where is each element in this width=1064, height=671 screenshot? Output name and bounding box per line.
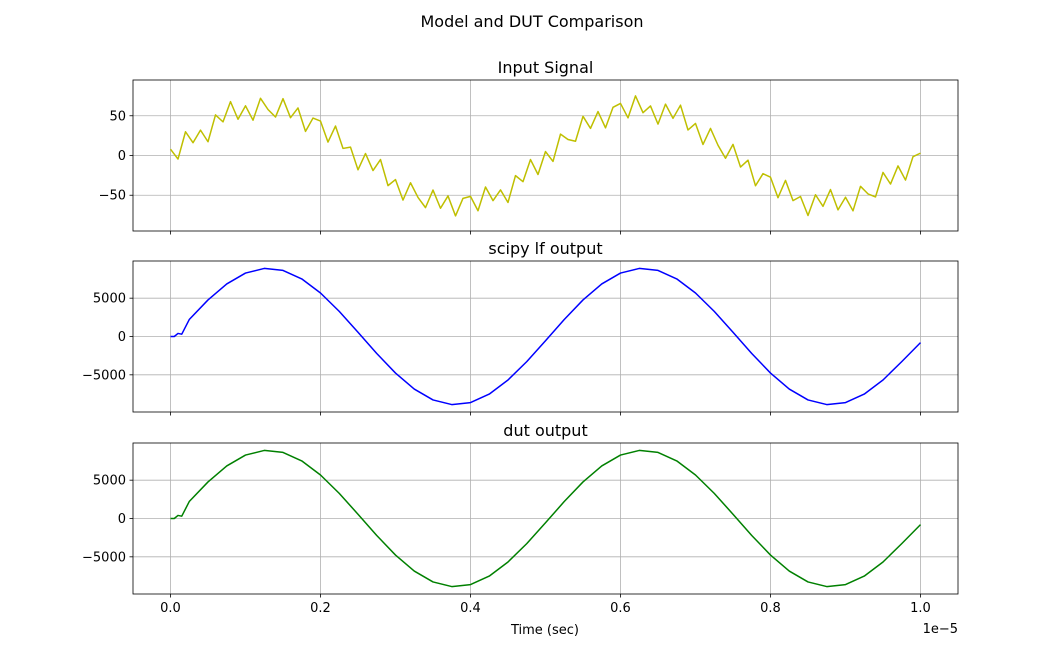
y-tick-label: 5000 (93, 474, 126, 489)
series-line-1 (169, 95, 921, 217)
x-tick-label: 0.6 (610, 601, 631, 616)
x-tick-label: 0.0 (160, 601, 181, 616)
y-tick-label: −5000 (82, 550, 126, 565)
x-tick-label: 1.0 (910, 601, 931, 616)
y-tick-label: 0 (118, 330, 126, 345)
subplot-title: dut output (503, 421, 587, 440)
subplot-title: Input Signal (498, 58, 594, 77)
series-line-3 (170, 449, 922, 588)
y-tick-label: −50 (99, 189, 126, 204)
y-tick-label: 0 (118, 512, 126, 527)
y-tick-label: 5000 (93, 292, 126, 307)
y-tick-label: 50 (109, 109, 126, 124)
x-tick-label: 0.8 (760, 601, 781, 616)
subplot-title: scipy lf output (488, 239, 602, 258)
figure-title: Model and DUT Comparison (421, 12, 644, 31)
series-line-2 (170, 267, 922, 406)
y-tick-label: −5000 (82, 368, 126, 383)
y-tick-label: 0 (118, 149, 126, 164)
x-tick-label: 0.2 (310, 601, 331, 616)
x-offset-label: 1e−5 (923, 622, 958, 637)
x-axis-label: Time (sec) (510, 623, 579, 638)
x-tick-label: 0.4 (460, 601, 481, 616)
